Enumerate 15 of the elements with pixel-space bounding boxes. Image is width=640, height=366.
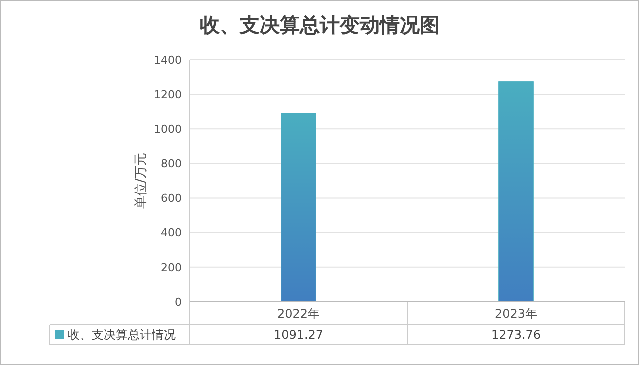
data-label: 1273.76 (491, 328, 542, 342)
y-tick-label: 1200 (154, 88, 182, 102)
x-tick-label: 2022年 (277, 307, 320, 321)
y-tick-label: 800 (161, 158, 182, 171)
y-tick-label: 400 (161, 226, 182, 240)
y-tick-label: 0 (175, 296, 182, 309)
y-tick-label: 1000 (154, 122, 182, 136)
data-label: 1091.27 (274, 328, 324, 342)
y-tick-label: 200 (161, 261, 182, 274)
x-tick-label: 2023年 (494, 307, 538, 321)
legend-label: 收、支决算总计情况 (68, 328, 176, 342)
y-tick-label: 1400 (154, 54, 182, 67)
y-tick-label: 600 (161, 192, 182, 206)
y-axis-title: 单位/万元 (134, 152, 149, 210)
chart-title: 收、支决算总计变动情况图 (200, 13, 440, 37)
